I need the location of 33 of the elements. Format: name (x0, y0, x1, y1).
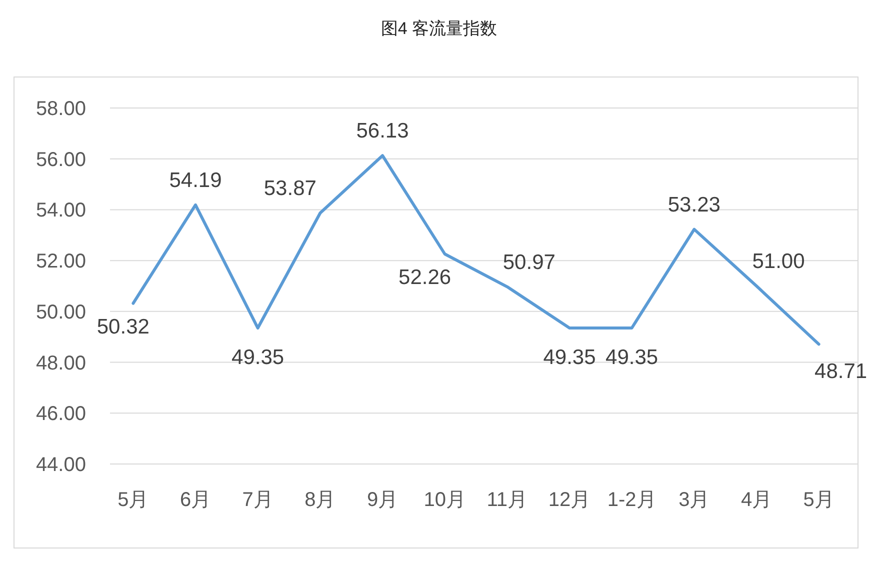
chart-title: 图4 客流量指数 (380, 19, 498, 38)
y-tick-label: 46.00 (36, 403, 86, 426)
data-label: 54.19 (169, 168, 222, 192)
data-label: 53.23 (668, 193, 720, 216)
x-tick-label: 9月 (366, 489, 398, 511)
y-tick-label: 54.00 (36, 200, 86, 222)
y-tick-label: 56.00 (36, 148, 86, 171)
x-tick-label: 7月 (242, 489, 274, 511)
x-tick-label: 4月 (740, 489, 772, 511)
x-tick-label: 3月 (678, 489, 710, 511)
data-label: 49.35 (606, 346, 658, 369)
data-label: 56.13 (356, 120, 409, 143)
x-tick-label: 1-2月 (607, 489, 656, 511)
x-tick-label: 5月 (118, 489, 149, 511)
data-label: 51.00 (752, 250, 805, 273)
x-tick-label: 10月 (424, 489, 466, 511)
data-label: 52.26 (398, 266, 452, 289)
data-label: 49.35 (232, 346, 284, 369)
y-tick-label: 52.00 (36, 250, 86, 273)
data-label: 49.35 (543, 346, 596, 369)
y-tick-label: 50.00 (36, 301, 86, 324)
data-label: 50.97 (502, 250, 556, 274)
data-label: 50.32 (96, 315, 150, 338)
y-tick-label: 48.00 (36, 352, 86, 374)
x-tick-label: 12月 (548, 489, 591, 511)
x-tick-label: 5月 (803, 489, 834, 511)
data-label: 48.71 (814, 360, 868, 384)
x-tick-label: 6月 (180, 489, 212, 511)
x-tick-label: 11月 (486, 489, 528, 511)
data-label: 53.87 (264, 177, 316, 200)
y-tick-label: 58.00 (36, 98, 86, 120)
x-tick-label: 8月 (304, 489, 336, 511)
y-tick-label: 44.00 (36, 454, 86, 476)
